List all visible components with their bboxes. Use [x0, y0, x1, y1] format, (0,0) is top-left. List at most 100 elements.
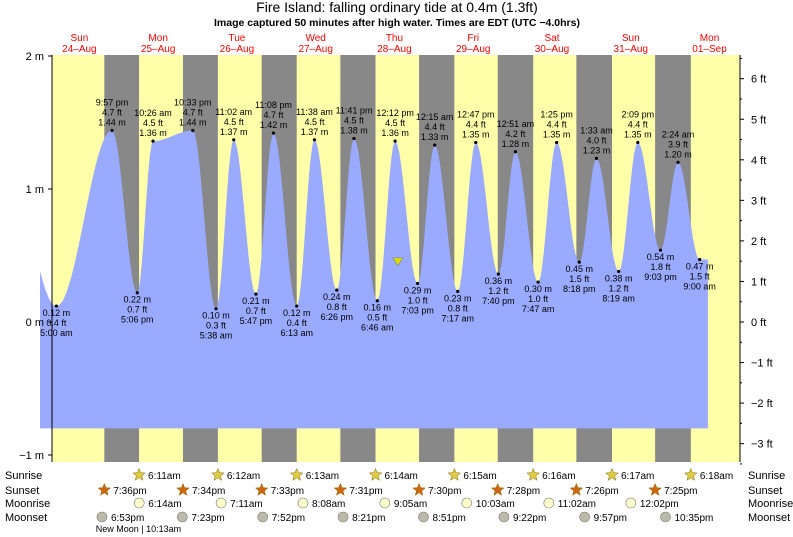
sunrise-time-label: 6:12am — [227, 471, 260, 482]
tide-extreme-dot — [577, 260, 581, 264]
tide-time-label: 6:46 am — [361, 323, 394, 333]
tide-extreme-dot — [271, 131, 276, 135]
tide-height-ft-label: 1.2 ft — [609, 283, 630, 293]
tide-height-m-label: 0.21 m — [242, 296, 270, 306]
date-label: 24–Aug — [62, 44, 96, 55]
moonrise-icon — [543, 497, 555, 509]
tick-label-feet: −1 ft — [751, 358, 773, 370]
sunrise-time-label: 6:18am — [700, 471, 733, 482]
tide-height-m-label: 1.33 m — [421, 132, 449, 142]
new-moon-label: New Moon | 10:13am — [96, 524, 181, 534]
sunset-star-icon — [176, 482, 190, 496]
tide-height-ft-label: 4.0 ft — [586, 135, 607, 145]
tide-extreme-dot — [393, 139, 397, 143]
tide-extreme-dot — [496, 272, 500, 276]
tide-height-m-label: 0.36 m — [485, 276, 513, 286]
sunrise-star-icon — [289, 467, 304, 481]
tide-time-label: 1:25 pm — [540, 109, 573, 119]
tide-time-label: 7:47 am — [522, 304, 555, 314]
tide-extreme-dot — [594, 156, 599, 161]
water-area — [40, 130, 708, 429]
sunrise-star-icon — [447, 467, 462, 481]
sunset-time-label: 7:34pm — [192, 486, 225, 497]
sunset-time-label: 7:28pm — [507, 486, 540, 497]
tide-time-label: 1:33 am — [580, 125, 613, 135]
tide-height-ft-label: 4.2 ft — [505, 129, 526, 139]
date-label: 25–Aug — [141, 44, 175, 55]
sunset-time-label: 7:36pm — [113, 486, 146, 497]
tide-time-label: 12:51 am — [497, 119, 535, 129]
tide-extreme-labels: 0.12 m0.4 ft5:00 am9:57 pm4.7 ft1.44 m0.… — [40, 97, 716, 340]
moonset-icon — [96, 511, 108, 523]
sunrise-star-icon — [526, 467, 541, 481]
tide-height-ft-label: 0.4 ft — [46, 318, 67, 328]
tide-area — [40, 130, 708, 429]
tide-time-label: 12:12 pm — [376, 108, 414, 118]
day-of-week-label: Mon — [700, 33, 719, 44]
tide-time-label: 5:00 am — [40, 328, 73, 338]
tide-extreme-dot — [54, 304, 59, 308]
tide-time-label: 7:40 pm — [482, 296, 515, 306]
date-label: 29–Aug — [456, 44, 490, 55]
moonrise-time-label: 12:02pm — [640, 499, 679, 510]
sunset-row-label-left: Sunset — [5, 485, 39, 497]
day-of-week-label: Thu — [386, 33, 403, 44]
tide-height-m-label: 1.23 m — [583, 145, 611, 155]
tide-height-m-label: 1.37 m — [220, 127, 248, 137]
tide-time-label: 11:41 pm — [336, 105, 373, 115]
moonrise-icon — [625, 497, 637, 509]
tick-label-feet: 1 ft — [751, 276, 766, 288]
tide-extreme-dot — [335, 288, 339, 292]
tide-time-label: 11:38 am — [296, 107, 333, 117]
tick-label-meters: −1 m — [19, 450, 44, 462]
day-of-week-label: Sun — [622, 33, 640, 44]
tide-extreme-dot — [617, 269, 621, 274]
tide-extreme-dot — [676, 160, 680, 164]
moonrise-time-label: 11:02am — [558, 499, 596, 510]
sunset-time-label: 7:33pm — [271, 486, 304, 497]
tide-time-label: 6:13 am — [280, 328, 313, 338]
day-of-week-label: Mon — [148, 33, 167, 44]
tide-time-label: 5:47 pm — [240, 316, 273, 326]
tide-height-ft-label: 1.5 ft — [569, 274, 590, 284]
sunset-row-label-right: Sunset — [748, 485, 782, 497]
tide-height-m-label: 1.42 m — [260, 120, 288, 130]
moonset-icon — [660, 511, 671, 523]
tide-height-ft-label: 4.5 ft — [304, 117, 325, 127]
tick-label-feet: 4 ft — [751, 155, 766, 167]
tide-height-m-label: 1.28 m — [502, 139, 530, 149]
tide-extreme-dot — [415, 281, 420, 286]
sunrise-star-icon — [683, 467, 698, 481]
tide-height-m-label: 1.44 m — [179, 117, 207, 127]
tide-height-m-label: 0.29 m — [404, 285, 432, 295]
tick-label-feet: −3 ft — [751, 439, 773, 451]
tide-height-ft-label: 1.2 ft — [488, 286, 509, 296]
moonrise-icon — [379, 497, 391, 509]
tide-height-m-label: 0.23 m — [444, 293, 472, 303]
tide-extreme-dot — [433, 143, 437, 147]
tick-label-meters: 2 m — [26, 51, 44, 63]
moonrise-row-label-right: Moonrise — [748, 498, 793, 510]
sunrise-star-icon — [368, 467, 383, 481]
moonset-icon — [177, 511, 188, 523]
tick-label-feet: −2 ft — [751, 398, 773, 410]
tide-height-m-label: 1.37 m — [301, 127, 329, 137]
tide-extreme-dot — [295, 304, 299, 308]
tide-height-ft-label: 1.8 ft — [650, 262, 671, 272]
moonset-time-label: 8:51pm — [433, 513, 466, 524]
tide-height-m-label: 1.44 m — [98, 117, 126, 127]
date-label: 31–Aug — [614, 44, 648, 55]
tide-time-label: 8:18 pm — [563, 284, 596, 294]
moonrise-time-label: 8:08am — [312, 499, 345, 510]
tide-height-ft-label: 4.4 ft — [628, 119, 649, 129]
tide-height-m-label: 0.54 m — [647, 252, 675, 262]
tide-height-m-label: 1.35 m — [462, 129, 490, 139]
moonset-icon — [418, 511, 429, 523]
sunrise-star-icon — [605, 467, 619, 481]
tide-time-label: 5:38 am — [200, 331, 233, 341]
tide-time-label: 7:03 pm — [401, 305, 434, 315]
tide-height-ft-label: 4.5 ft — [385, 118, 406, 128]
sunset-time-label: 7:30pm — [428, 486, 461, 497]
tide-extreme-dot — [456, 289, 460, 294]
